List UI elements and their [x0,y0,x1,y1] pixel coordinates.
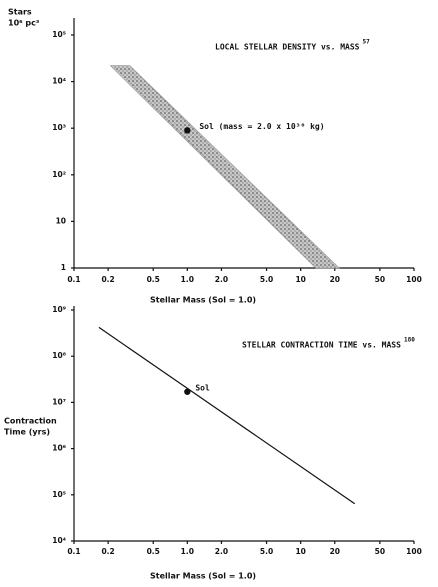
x-tick-label: 20 [330,275,340,284]
x-tick-label: 1.0 [181,547,194,556]
y-axis-label: Time (yrs) [4,428,50,437]
title-ref: 180 [404,337,415,344]
x-tick-label: 20 [330,547,340,556]
x-tick-label: 50 [375,275,385,284]
x-tick-label: 0.5 [147,275,160,284]
x-tick-label: 5.0 [260,547,273,556]
x-tick-label: 2.0 [215,275,228,284]
x-tick-label: 2.0 [215,547,228,556]
chart-title: STELLAR CONTRACTION TIME vs. MASS [242,341,401,350]
x-axis-label: Stellar Mass (Sol = 1.0) [150,572,256,581]
point-label: Sol (mass = 2.0 x 10³⁰ kg) [199,122,324,131]
y-tick-label: 10 [56,216,66,225]
series-line [98,326,356,505]
x-tick-label: 0.1 [67,275,80,284]
x-tick-label: 0.2 [101,275,114,284]
x-tick-label: 1.0 [181,275,194,284]
y-tick-label: 10⁸ [52,351,66,360]
chart-title: LOCAL STELLAR DENSITY vs. MASS [215,43,360,52]
x-tick-label: 10 [295,547,305,556]
x-tick-label: 5.0 [260,275,273,284]
x-tick-label: 100 [406,547,422,556]
y-axis-label: 10⁶ pc³ [8,19,40,28]
x-tick-label: 0.2 [101,547,114,556]
y-tick-label: 10³ [52,123,66,132]
y-tick-label: 10² [52,170,66,179]
title-ref: 57 [363,39,371,46]
y-tick-label: 10⁶ [52,444,66,453]
x-tick-label: 10 [295,275,305,284]
y-tick-label: 10⁷ [52,397,66,406]
y-tick-label: 10⁵ [52,30,66,39]
x-axis-label: Stellar Mass (Sol = 1.0) [150,296,256,305]
x-tick-label: 0.1 [67,547,80,556]
y-tick-label: 10⁴ [52,77,66,86]
y-tick-label: 10⁵ [52,490,66,499]
x-tick-label: 50 [375,547,385,556]
y-tick-label: 10⁴ [52,536,66,545]
y-axis-label: Stars [8,8,32,17]
density-band [109,65,341,269]
y-tick-label: 1 [61,263,66,272]
x-tick-label: 100 [406,275,422,284]
y-tick-label: 10⁹ [52,305,66,314]
x-tick-label: 0.5 [147,547,160,556]
y-axis-label: Contraction [4,417,57,426]
data-point [184,388,191,395]
data-point [184,127,191,134]
point-label: Sol [195,383,210,392]
